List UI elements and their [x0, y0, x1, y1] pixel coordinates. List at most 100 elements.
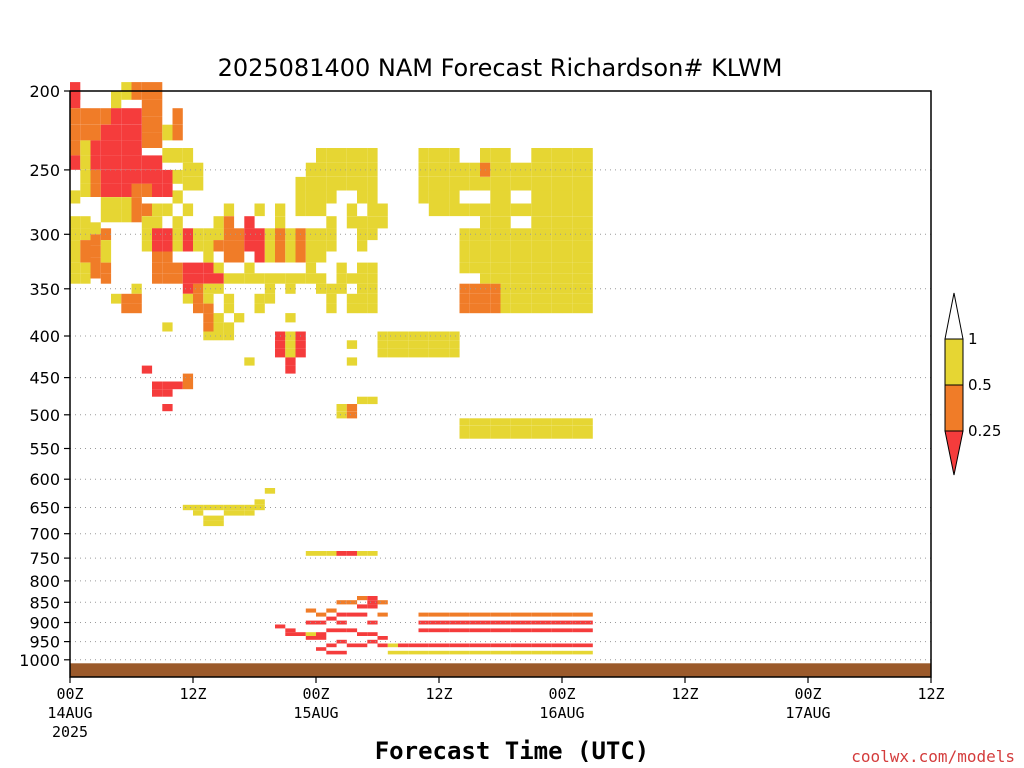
heatmap-cell	[111, 209, 122, 223]
heatmap-cell	[193, 510, 204, 516]
heatmap-cell	[357, 293, 368, 304]
heatmap-cell	[439, 148, 450, 163]
heatmap-cell	[131, 303, 142, 314]
heatmap-cell	[193, 228, 204, 241]
heatmap-cell	[521, 273, 532, 284]
heatmap-cell	[141, 240, 153, 252]
heatmap-cell	[531, 176, 542, 191]
heatmap-cell	[336, 176, 347, 191]
x-tick-label: 12Z	[671, 685, 698, 703]
heatmap-cell	[203, 283, 214, 294]
heatmap-cell	[367, 273, 378, 284]
heatmap-cell	[367, 596, 378, 601]
heatmap-cell	[480, 303, 491, 314]
heatmap-cell	[295, 340, 306, 349]
heatmap-cell	[439, 650, 450, 655]
heatmap-cell	[531, 262, 542, 274]
heatmap-cell	[572, 228, 583, 241]
heatmap-cell	[244, 504, 255, 511]
heatmap-cell	[398, 340, 409, 349]
heatmap-cell	[562, 273, 573, 284]
heatmap-cell	[459, 643, 470, 648]
heatmap-cell	[152, 216, 163, 229]
heatmap-cell	[521, 418, 532, 426]
heatmap-cell	[213, 262, 224, 274]
heatmap-cell	[562, 293, 573, 304]
heatmap-cell	[100, 209, 112, 223]
heatmap-cell	[285, 340, 296, 349]
heatmap-cell	[480, 650, 491, 655]
heatmap-cell	[541, 251, 552, 263]
heatmap-cell	[172, 228, 183, 241]
heatmap-cell	[531, 216, 542, 229]
heatmap-cell	[80, 155, 91, 170]
heatmap-cell	[408, 643, 419, 648]
heatmap-cell	[582, 293, 593, 304]
heatmap-cell	[193, 240, 204, 252]
heatmap-cell	[490, 273, 501, 284]
heatmap-cell	[469, 283, 481, 294]
heatmap-cell	[316, 551, 327, 556]
heatmap-cell	[357, 240, 368, 252]
heatmap-cell	[541, 293, 552, 304]
heatmap-cell	[275, 273, 286, 284]
heatmap-cell	[531, 162, 542, 177]
heatmap-cell	[500, 293, 511, 304]
heatmap-cell	[336, 273, 347, 284]
y-axis-ticks: 200 250 300 350 400 450 500 550 600 650 700 750 800 8…	[19, 82, 70, 670]
heatmap-cell	[213, 322, 224, 332]
heatmap-cell	[295, 632, 306, 636]
y-tick-label: 200	[29, 82, 60, 101]
heatmap-cell	[162, 381, 173, 390]
heatmap-cell	[582, 176, 593, 191]
heatmap-cell	[285, 251, 296, 263]
heatmap-cell	[100, 197, 112, 210]
heatmap-cell	[336, 411, 347, 419]
heatmap-cell	[111, 183, 122, 197]
heatmap-cell	[480, 432, 491, 439]
heatmap-cell	[305, 251, 317, 263]
heatmap-cell	[100, 124, 112, 141]
heatmap-cell	[316, 251, 327, 263]
heatmap-cell	[551, 203, 563, 217]
heatmap-cell	[510, 203, 521, 217]
heatmap-cell	[316, 612, 327, 617]
heatmap-cell	[551, 612, 563, 617]
heatmap-cell	[459, 425, 470, 433]
heatmap-cell	[459, 628, 470, 633]
heatmap-cell	[510, 650, 521, 655]
heatmap-cell	[377, 331, 388, 341]
heatmap-cell	[582, 612, 593, 617]
heatmap-cell	[510, 628, 521, 633]
heatmap-cell	[521, 251, 532, 263]
heatmap-cell	[121, 155, 132, 170]
heatmap-cell	[100, 240, 112, 252]
heatmap-cell	[562, 643, 573, 648]
heatmap-cell	[182, 293, 194, 304]
heatmap-cell	[449, 176, 460, 191]
heatmap-cell	[582, 251, 593, 263]
heatmap-cell	[357, 176, 368, 191]
heatmap-cell	[203, 520, 214, 527]
heatmap-cell	[357, 216, 368, 229]
x-tick-label: 17AUG	[785, 704, 830, 722]
heatmap-cell	[90, 140, 101, 156]
heatmap-cell	[490, 176, 501, 191]
heatmap-cell	[572, 240, 583, 252]
heatmap-cell	[223, 303, 235, 314]
heatmap-cell	[367, 303, 378, 314]
grid-lines	[70, 169, 931, 661]
heatmap-cell	[305, 632, 317, 636]
heatmap-cell	[234, 240, 245, 252]
heatmap-cell	[510, 251, 521, 263]
heatmap-cell	[582, 283, 593, 294]
colorbar-tick-label: 0.5	[968, 376, 992, 394]
heatmap-cell	[398, 643, 409, 648]
heatmap-cell	[377, 349, 388, 358]
heatmap-cell	[449, 190, 460, 204]
heatmap-cell	[582, 262, 593, 274]
heatmap-cell	[521, 620, 532, 625]
heatmap-cell	[541, 650, 552, 655]
heatmap-cell	[326, 216, 337, 229]
heatmap-cell	[449, 331, 460, 341]
